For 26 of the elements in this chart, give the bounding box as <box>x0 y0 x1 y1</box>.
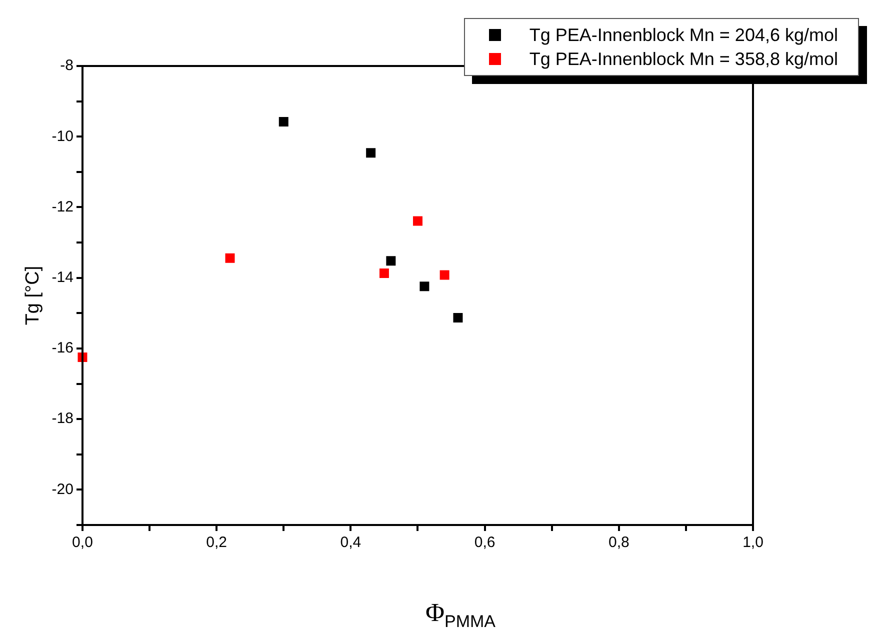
y-tick-label: -14 <box>52 268 74 286</box>
x-tick-label: 1,0 <box>742 534 764 552</box>
point <box>440 270 450 280</box>
y-tick-label: -20 <box>52 480 74 498</box>
y-axis-title: Tg [°C] <box>22 266 44 326</box>
y-tick-label: -16 <box>52 340 74 357</box>
x-tick-label: 0,0 <box>72 534 93 552</box>
legend-label: Tg PEA-Innenblock Mn = 204,6 kg/mol <box>529 24 838 47</box>
y-tick-label: -8 <box>60 57 74 74</box>
x-tick-label: 0,8 <box>608 534 630 552</box>
x-tick-label: 0,6 <box>474 534 496 552</box>
y-tick-label: -12 <box>52 198 74 216</box>
point <box>386 256 396 266</box>
point <box>453 313 463 322</box>
x-tick-label: 0,2 <box>206 534 228 552</box>
point <box>366 148 376 158</box>
point <box>412 216 422 226</box>
y-tick-label: -18 <box>52 410 74 428</box>
point <box>278 117 288 127</box>
x-tick-label: 0,4 <box>340 534 362 552</box>
legend-label: Tg PEA-Innenblock Mn = 358,8 kg/mol <box>529 48 838 71</box>
y-tick-label: -10 <box>52 128 74 145</box>
point <box>379 268 389 278</box>
point <box>420 282 430 292</box>
point <box>225 253 235 263</box>
x-axis-title: Φ$_{PMMA}$ <box>424 598 496 632</box>
